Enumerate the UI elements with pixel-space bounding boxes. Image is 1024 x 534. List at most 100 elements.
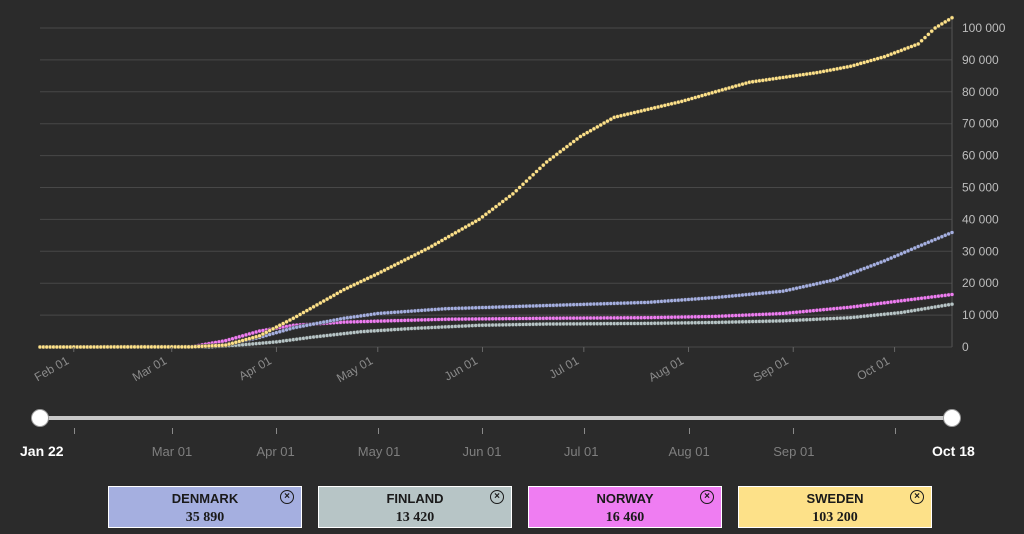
data-point: [574, 136, 580, 142]
close-icon[interactable]: ×: [280, 490, 294, 504]
card-finland[interactable]: FINLAND 13 420 ×: [318, 486, 512, 528]
card-value: 16 460: [605, 510, 645, 525]
slider-start-label: Jan 22: [20, 443, 64, 459]
y-tick-label: 20 000: [962, 276, 999, 290]
card-sweden[interactable]: SWEDEN 103 200 ×: [738, 486, 932, 528]
x-tick-label: Jul 01: [547, 353, 582, 381]
data-point: [932, 25, 938, 31]
data-point: [338, 289, 343, 294]
data-point: [473, 219, 478, 224]
card-name: DENMARK: [171, 491, 239, 506]
data-point: [926, 32, 931, 37]
data-point: [537, 166, 543, 171]
data-point: [922, 35, 928, 40]
data-point: [311, 304, 316, 310]
close-icon[interactable]: ×: [910, 490, 924, 504]
slider-tick: [583, 428, 585, 434]
slider-end-handle[interactable]: [943, 409, 961, 427]
data-point: [527, 175, 532, 181]
chart: 0 10 000 20 000 30 000 40 000 50 000 60 000 70 …: [32, 15, 1006, 385]
data-point: [936, 23, 941, 29]
data-point: [476, 217, 482, 222]
data-point: [534, 169, 539, 174]
data-point: [581, 132, 587, 137]
close-icon[interactable]: ×: [490, 490, 504, 504]
data-point: [595, 124, 600, 130]
data-point: [591, 126, 597, 132]
date-range-slider[interactable]: Mar 01 Apr 01 May 01 Jun 01 Jul 01 Aug 01 Sep …: [0, 400, 1024, 470]
y-tick-label: 100 000: [962, 21, 1006, 35]
card-denmark[interactable]: DENMARK 35 890 ×: [108, 486, 302, 528]
data-point: [949, 230, 955, 235]
data-point: [460, 226, 465, 232]
y-axis: 0 10 000 20 000 30 000 40 000 50 000 60 000 70 …: [962, 21, 1006, 354]
data-point: [929, 28, 934, 34]
data-point: [524, 178, 529, 184]
slider-tick-label: Aug 01: [668, 444, 710, 459]
y-tick-label: 70 000: [962, 117, 999, 131]
x-tick-label: May 01: [334, 353, 375, 385]
data-point: [453, 230, 458, 236]
slider-tick: [482, 428, 484, 434]
x-tick-label: Feb 01: [32, 353, 72, 384]
data-point: [487, 209, 492, 214]
data-point: [321, 298, 326, 304]
data-point: [470, 221, 475, 226]
data-point: [335, 291, 340, 296]
data-point: [557, 149, 563, 154]
data-point: [463, 224, 468, 230]
card-name: NORWAY: [596, 491, 654, 506]
data-point: [446, 234, 451, 239]
data-point: [294, 314, 299, 319]
slider-tick-label: May 01: [357, 444, 401, 459]
slider-tick: [688, 428, 690, 434]
data-point: [571, 139, 576, 144]
x-tick-label: Sep 01: [751, 353, 791, 384]
data-point: [503, 196, 509, 202]
card-norway[interactable]: NORWAY 16 460 ×: [528, 486, 722, 528]
slider-tick-label: Apr 01: [256, 444, 295, 459]
data-point: [547, 157, 553, 162]
data-point: [510, 191, 516, 197]
data-point: [328, 295, 333, 300]
data-point: [946, 17, 951, 23]
data-point: [318, 300, 323, 306]
data-point: [578, 134, 583, 139]
close-icon[interactable]: ×: [700, 490, 714, 504]
slider-tick: [276, 428, 278, 434]
data-point: [490, 206, 495, 212]
slider-tick: [377, 428, 379, 434]
data-point: [426, 245, 431, 251]
grid-lines: [40, 18, 953, 348]
y-tick-label: 90 000: [962, 53, 999, 67]
data-point: [277, 323, 283, 328]
data-point: [588, 128, 593, 133]
data-point: [493, 204, 499, 209]
slider-track[interactable]: [40, 416, 952, 420]
x-tick-label: Mar 01: [130, 353, 170, 384]
data-point: [439, 238, 445, 243]
data-point: [551, 154, 556, 160]
data-point: [554, 152, 559, 157]
legend-cards: DENMARK 35 890 × FINLAND 13 420 × NORWAY…: [0, 486, 1024, 528]
data-point: [466, 222, 472, 228]
data-point: [436, 240, 441, 245]
data-point: [517, 185, 522, 190]
x-axis: Feb 01 Mar 01 Apr 01 May 01 Jun 01 Jul 01 Aug …: [32, 347, 896, 385]
card-value: 103 200: [812, 510, 858, 525]
card-value: 13 420: [395, 510, 435, 525]
data-point: [507, 194, 512, 199]
y-tick-label: 10 000: [962, 308, 999, 322]
slider-tick-label: Sep 01: [773, 444, 815, 459]
y-tick-label: 40 000: [962, 212, 999, 226]
slider-start-handle[interactable]: [31, 409, 49, 427]
data-point: [943, 19, 948, 25]
data-point: [585, 130, 590, 135]
data-point: [514, 188, 519, 193]
slider-tick-label: Mar 01: [151, 444, 193, 459]
data-point: [568, 141, 573, 147]
card-name: FINLAND: [386, 491, 444, 506]
x-tick-label: Oct 01: [854, 353, 892, 383]
data-point: [564, 144, 570, 149]
data-point: [520, 182, 526, 187]
